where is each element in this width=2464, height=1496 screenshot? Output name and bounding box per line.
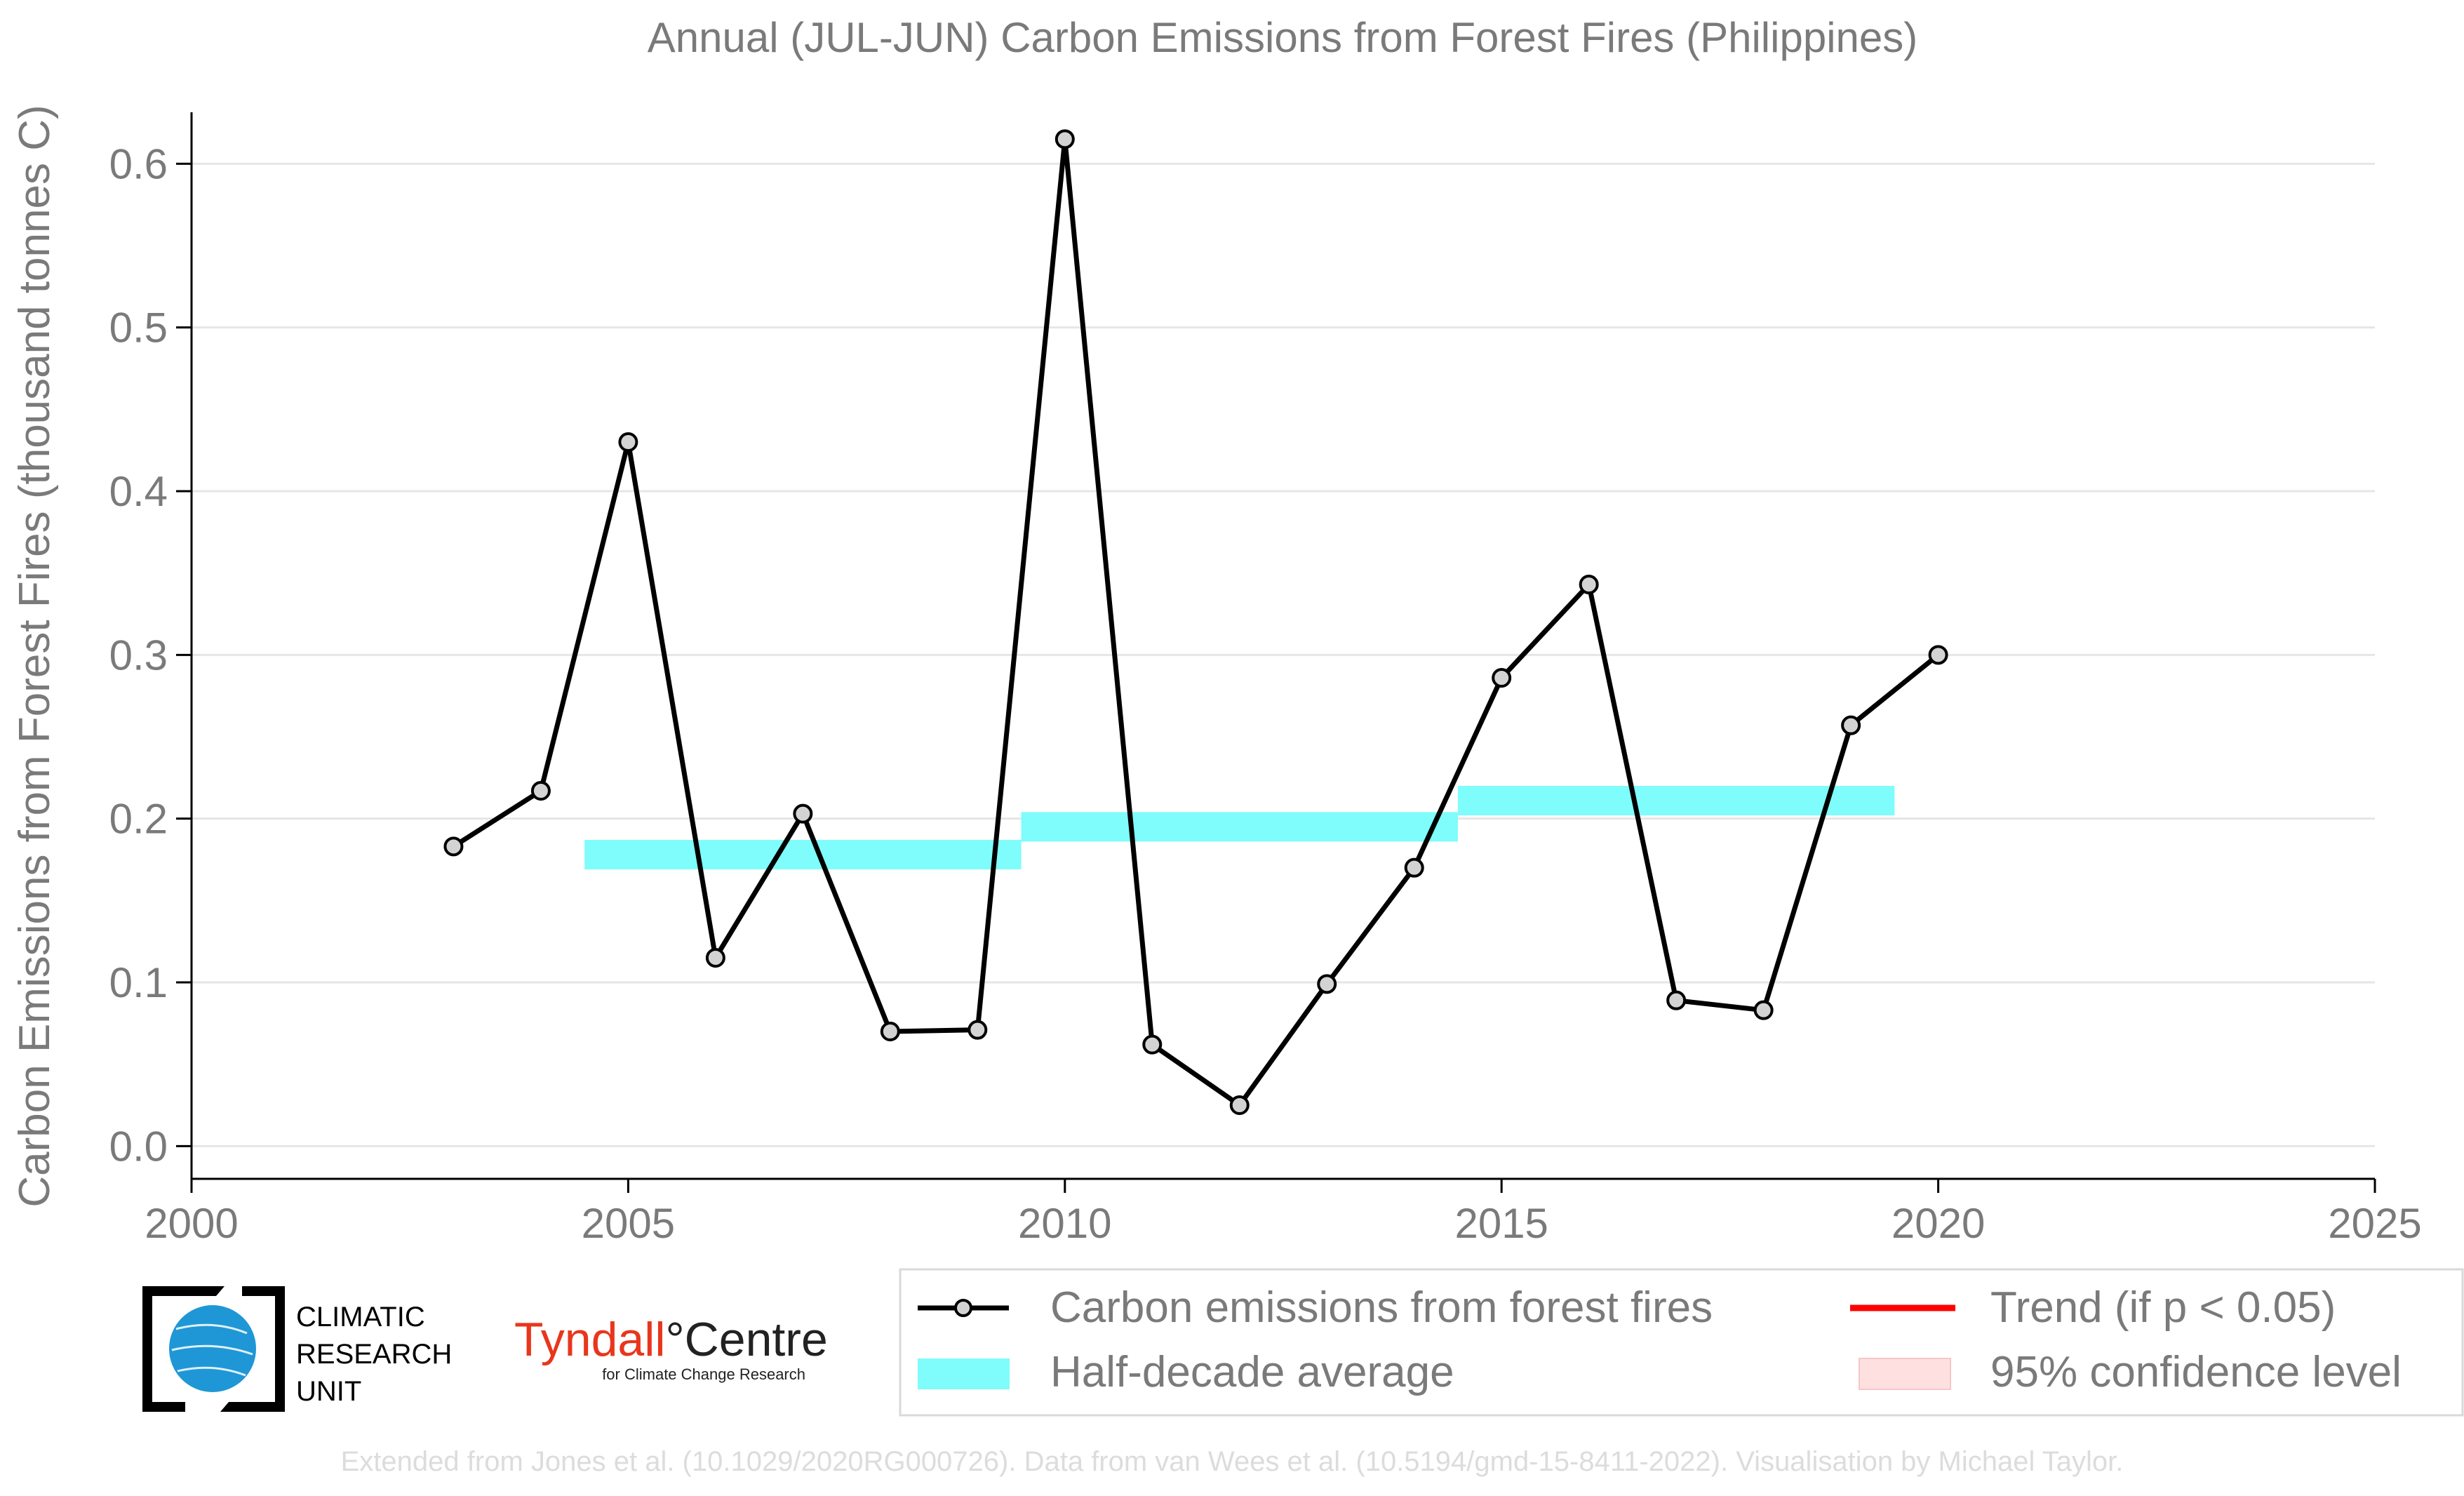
emissions-data-point xyxy=(618,432,638,452)
emissions-series-line xyxy=(452,136,1940,1108)
cru-logo-line3: UNIT xyxy=(296,1376,361,1407)
legend-swatch-confidence xyxy=(1859,1358,1951,1390)
x-tick-label: 2005 xyxy=(582,1200,675,1247)
tyndall-logo-subtitle: for Climate Change Research xyxy=(602,1365,805,1383)
y-tick-label: 0.5 xyxy=(109,305,168,352)
y-tick-label: 0.1 xyxy=(109,959,168,1006)
half-decade-average-bar xyxy=(584,840,1022,869)
tick-labels: 0.0 0.1 0.2 0.3 0.4 0.5 0.6 2000 2005 2010 2015 202… xyxy=(109,140,2422,1247)
emissions-data-point xyxy=(1142,1034,1163,1055)
y-tick-label: 0.2 xyxy=(109,796,168,843)
series-layer xyxy=(443,129,1948,1115)
emissions-data-point xyxy=(1054,129,1075,149)
cru-logo-line2: RESEARCH xyxy=(296,1339,452,1370)
emissions-data-point xyxy=(1317,974,1337,994)
cru-logo: CLIMATIC RESEARCH UNIT xyxy=(142,1286,452,1412)
x-tick-label: 2025 xyxy=(2328,1200,2421,1247)
cru-frame-left xyxy=(142,1286,225,1412)
y-axis-label: Carbon Emissions from Forest Fires (thou… xyxy=(11,105,59,1207)
tyndall-logo-centre: °Centre xyxy=(665,1313,827,1366)
legend-box xyxy=(899,1268,2464,1417)
emissions-data-point xyxy=(443,836,464,857)
y-tick-label: 0.6 xyxy=(109,140,168,187)
legend-marker-emissions xyxy=(954,1299,972,1317)
axes xyxy=(176,112,2376,1193)
emissions-data-point xyxy=(1928,645,1948,665)
gridlines xyxy=(192,162,2375,1147)
emissions-data-point xyxy=(1579,575,1599,594)
emissions-data-point xyxy=(880,1022,900,1041)
legend-label-emissions: Carbon emissions from forest fires xyxy=(1050,1283,1713,1332)
chart-title: Annual (JUL-JUN) Carbon Emissions from F… xyxy=(648,14,1918,61)
emissions-data-point xyxy=(1753,1000,1774,1020)
y-tick-label: 0.4 xyxy=(109,468,168,515)
legend-swatch-half-decade xyxy=(918,1358,1010,1389)
y-tick-label: 0.3 xyxy=(109,632,168,679)
emissions-data-point xyxy=(530,781,551,801)
emissions-data-point xyxy=(967,1020,988,1040)
emissions-data-point xyxy=(1666,990,1687,1010)
legend: Carbon emissions from forest fires Trend… xyxy=(899,1268,2464,1417)
y-tick-label: 0.0 xyxy=(109,1123,168,1170)
cru-logo-line1: CLIMATIC xyxy=(296,1302,425,1333)
cru-frame-right xyxy=(220,1286,285,1412)
legend-label-half-decade: Half-decade average xyxy=(1050,1348,1454,1396)
emissions-data-point xyxy=(793,803,813,824)
tyndall-logo-name: Tyndall xyxy=(514,1313,665,1366)
half-decade-average-bar xyxy=(1021,812,1458,842)
legend-label-trend: Trend (if p < 0.05) xyxy=(1990,1283,2336,1332)
x-tick-label: 2010 xyxy=(1018,1200,1111,1247)
emissions-data-point xyxy=(1404,857,1424,878)
emissions-data-point xyxy=(1492,668,1512,688)
emissions-data-point xyxy=(705,948,725,968)
x-tick-label: 2015 xyxy=(1454,1200,1548,1247)
svg-text:Tyndall°Centre: Tyndall°Centre xyxy=(514,1313,828,1366)
legend-label-confidence: 95% confidence level xyxy=(1990,1348,2402,1396)
emissions-data-point xyxy=(1229,1095,1250,1115)
tyndall-logo: Tyndall°Centre for Climate Change Resear… xyxy=(514,1313,828,1383)
x-tick-label: 2020 xyxy=(1891,1200,1985,1247)
half-decade-average-bar xyxy=(1457,786,1895,815)
credit-text: Extended from Jones et al. (10.1029/2020… xyxy=(341,1446,2124,1477)
half-decade-average-bands xyxy=(584,786,1895,869)
emissions-data-point xyxy=(1841,715,1861,735)
x-tick-label: 2000 xyxy=(145,1200,238,1247)
